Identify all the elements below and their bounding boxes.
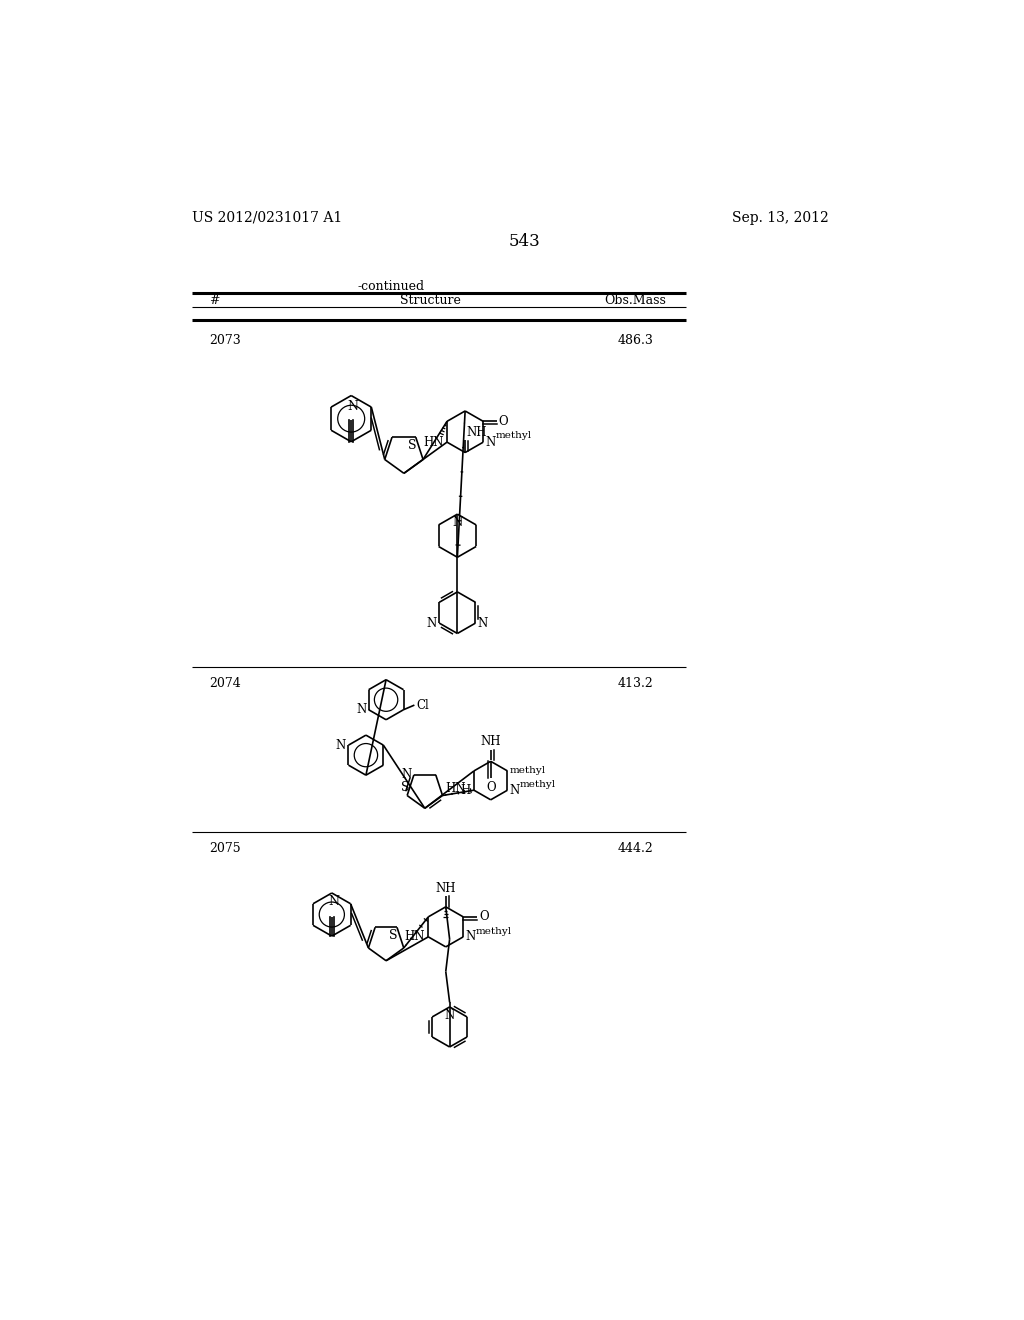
Text: NH: NH [480,735,501,748]
Text: methyl: methyl [520,780,556,789]
Text: methyl: methyl [475,927,512,936]
Text: N: N [427,616,437,630]
Text: S: S [408,438,416,451]
Text: O: O [485,781,496,795]
Text: 2075: 2075 [209,842,241,855]
Text: O: O [499,414,508,428]
Text: NH: NH [435,882,456,895]
Text: -continued: -continued [358,280,425,293]
Text: N: N [478,616,488,630]
Text: Structure: Structure [399,294,461,308]
Text: Sep. 13, 2012: Sep. 13, 2012 [732,211,829,224]
Text: Cl: Cl [416,698,429,711]
Text: HN: HN [444,783,465,795]
Text: methyl: methyl [510,767,546,775]
Text: S: S [389,929,397,942]
Text: O: O [479,911,489,924]
Text: HN: HN [423,436,443,449]
Text: S: S [400,781,409,793]
Text: #: # [209,294,220,308]
Text: N: N [444,1010,455,1022]
Text: 486.3: 486.3 [617,334,653,347]
Text: N: N [347,400,358,412]
Text: US 2012/0231017 A1: US 2012/0231017 A1 [191,211,342,224]
Text: N: N [401,768,412,781]
Text: N: N [510,784,520,797]
Text: 2073: 2073 [209,334,241,347]
Text: H: H [461,784,471,797]
Text: N: N [485,436,496,449]
Text: N: N [336,739,346,751]
Text: Obs.Mass: Obs.Mass [605,294,667,308]
Text: HN: HN [404,931,425,944]
Text: N: N [466,931,476,944]
Text: 413.2: 413.2 [617,677,653,689]
Text: 2074: 2074 [209,677,241,689]
Text: N: N [328,895,339,908]
Text: NH: NH [467,425,487,438]
Text: N: N [356,704,367,717]
Text: 444.2: 444.2 [617,842,653,855]
Text: methyl: methyl [496,432,531,441]
Text: 543: 543 [509,234,541,249]
Text: N: N [453,516,463,529]
